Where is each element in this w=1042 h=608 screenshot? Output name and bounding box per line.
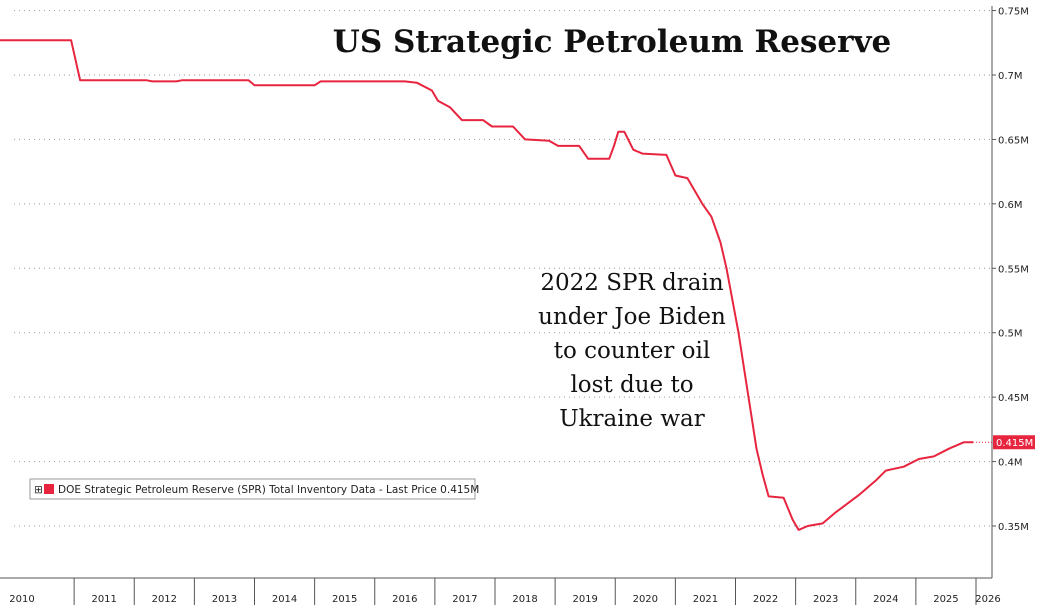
y-tick-label: 0.65M: [998, 135, 1029, 146]
legend-expand-icon[interactable]: ⊞: [34, 484, 43, 496]
y-tick-label: 0.5M: [998, 329, 1023, 340]
x-tick-label: 2016: [392, 594, 417, 605]
annotation-line: lost due to: [570, 372, 693, 398]
series-layer: [0, 39, 992, 531]
x-tick-label: 2011: [91, 594, 116, 605]
last-value-badge: [993, 435, 1035, 450]
x-tick-label: 2021: [693, 594, 718, 605]
last-value-label: 0.415M: [996, 438, 1033, 449]
label-layer: 0.35M 0.4M 0.45M 0.5M 0.55M 0.6M 0.65M 0.7M 0.75…: [9, 7, 1035, 605]
grid-layer: [14, 10, 992, 527]
x-tick-label: 2012: [152, 594, 177, 605]
annotation-text: 2022 SPR drain under Joe Biden to counter …: [538, 270, 726, 432]
annotation-line: 2022 SPR drain: [540, 270, 723, 296]
axis-layer: [0, 6, 996, 605]
y-tick-label: 0.55M: [998, 264, 1029, 275]
annotation-line: under Joe Biden: [538, 304, 726, 330]
spr-series-line: [0, 39, 973, 531]
x-tick-label: 2015: [332, 594, 357, 605]
annotation-line: to counter oil: [554, 338, 710, 364]
legend-border: [29, 478, 476, 500]
x-tick-label: 2010: [9, 594, 34, 605]
y-tick-label: 0.7M: [998, 71, 1023, 82]
y-tick-label: 0.4M: [998, 458, 1023, 469]
legend-label: DOE Strategic Petroleum Reserve (SPR) To…: [58, 484, 479, 496]
x-tick-label: 2023: [813, 594, 838, 605]
y-tick-label: 0.75M: [998, 7, 1029, 18]
legend[interactable]: ⊞ DOE Strategic Petroleum Reserve (SPR) …: [29, 478, 479, 500]
y-tick-label: 0.35M: [998, 522, 1029, 533]
legend-swatch: [44, 484, 54, 494]
x-tick-label: 2022: [753, 594, 778, 605]
x-tick-label: 2020: [633, 594, 658, 605]
x-tick-label: 2025: [933, 594, 958, 605]
y-tick-label: 0.6M: [998, 200, 1023, 211]
x-tick-label: 2024: [873, 594, 898, 605]
x-tick-label: 2013: [212, 594, 237, 605]
x-tick-label: 2014: [272, 594, 297, 605]
x-tick-label: 2018: [512, 594, 537, 605]
x-tick-label: 2026: [975, 594, 1000, 605]
annotation-line: Ukraine war: [559, 406, 705, 432]
y-tick-label: 0.45M: [998, 393, 1029, 404]
x-tick-label: 2019: [572, 594, 597, 605]
x-tick-label: 2017: [452, 594, 477, 605]
chart-title: US Strategic Petroleum Reserve: [333, 24, 891, 60]
